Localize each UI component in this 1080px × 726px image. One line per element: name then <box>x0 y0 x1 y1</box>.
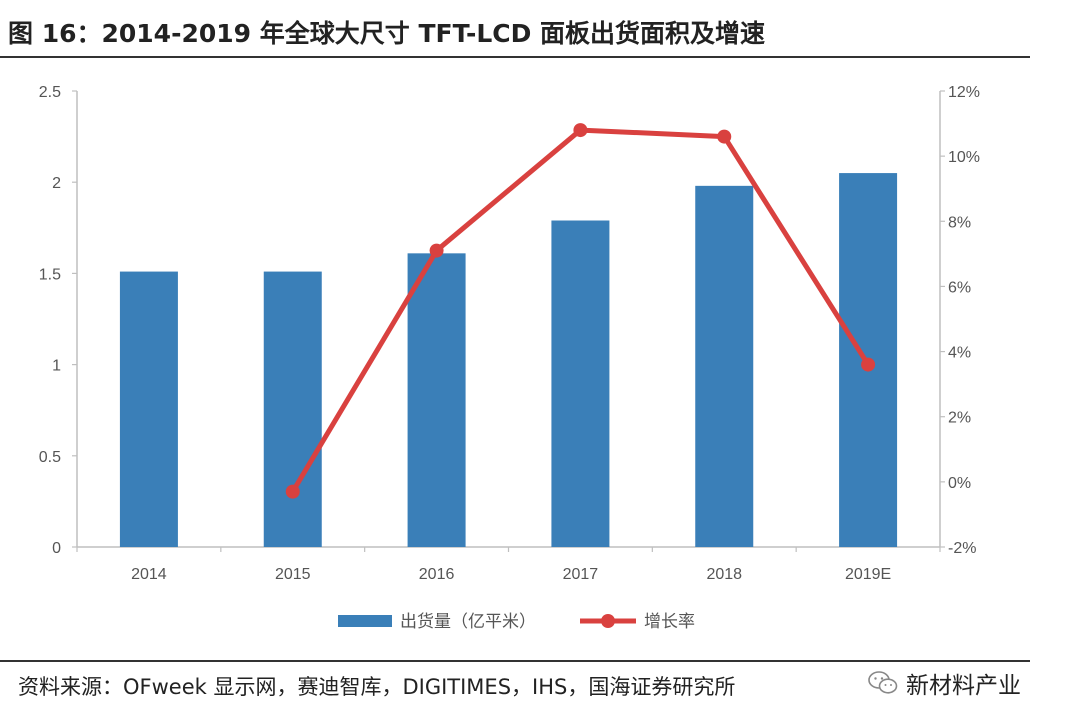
bar <box>263 271 322 547</box>
line-point <box>573 123 588 138</box>
right-y-tick-label: 0% <box>948 475 971 492</box>
right-y-tick-label: 2% <box>948 410 971 427</box>
legend-bar-label: 出货量（亿平米） <box>400 612 536 631</box>
right-y-tick-label: 4% <box>948 345 971 362</box>
bar <box>407 253 466 547</box>
watermark: 新材料产业 <box>868 663 1021 703</box>
line-series <box>285 123 876 499</box>
figure-title: 图 16：2014-2019 年全球大尺寸 TFT-LCD 面板出货面积及增速 <box>8 19 766 48</box>
x-tick-label: 2017 <box>563 566 599 583</box>
legend-bar-swatch <box>338 615 392 627</box>
left-y-tick-label: 0.5 <box>39 449 61 466</box>
source-note: 资料来源：OFweek 显示网，赛迪智库，DIGITIMES，IHS，国海证券研… <box>18 675 736 699</box>
right-y-tick-label: 6% <box>948 279 971 296</box>
left-y-tick-label: 1 <box>52 358 61 375</box>
x-tick-label: 2018 <box>706 566 742 583</box>
watermark-text: 新材料产业 <box>906 673 1021 699</box>
line-point <box>861 357 876 372</box>
source-divider <box>0 660 1030 662</box>
bar <box>695 185 754 547</box>
x-tick-labels: 2014 2015 2016 2017 2018 2019E <box>131 566 891 583</box>
x-tick-label: 2014 <box>131 566 167 583</box>
combo-chart: 2014 2015 2016 2017 2018 2019E 0 0.5 1 1.5 2 2.5 -… <box>39 84 980 631</box>
wechat-icon <box>868 671 898 694</box>
legend-line-label: 增长率 <box>644 612 695 631</box>
line-point <box>285 484 300 499</box>
bar <box>551 220 610 547</box>
chart-axes <box>72 90 945 552</box>
chart-legend: 出货量（亿平米） 增长率 <box>338 612 695 631</box>
right-y-tick-label: 12% <box>948 84 980 101</box>
left-y-tick-label: 1.5 <box>39 266 61 283</box>
x-tick-label: 2016 <box>419 566 455 583</box>
line-point <box>429 243 444 258</box>
line-point <box>717 129 732 144</box>
bar <box>119 271 178 547</box>
right-y-tick-label: 10% <box>948 149 980 166</box>
right-y-tick-label: 8% <box>948 214 971 231</box>
right-y-tick-labels: -2% 0% 2% 4% 6% 8% 10% 12% <box>948 84 980 557</box>
bar-series <box>119 173 898 547</box>
left-y-tick-label: 0 <box>52 540 61 557</box>
left-y-tick-labels: 0 0.5 1 1.5 2 2.5 <box>39 84 61 557</box>
x-tick-label: 2015 <box>275 566 311 583</box>
left-y-tick-label: 2 <box>52 175 61 192</box>
title-divider <box>0 56 1030 58</box>
x-tick-label: 2019E <box>845 566 891 583</box>
right-y-tick-label: -2% <box>948 540 976 557</box>
legend-line-marker <box>601 614 615 628</box>
left-y-tick-label: 2.5 <box>39 84 61 101</box>
